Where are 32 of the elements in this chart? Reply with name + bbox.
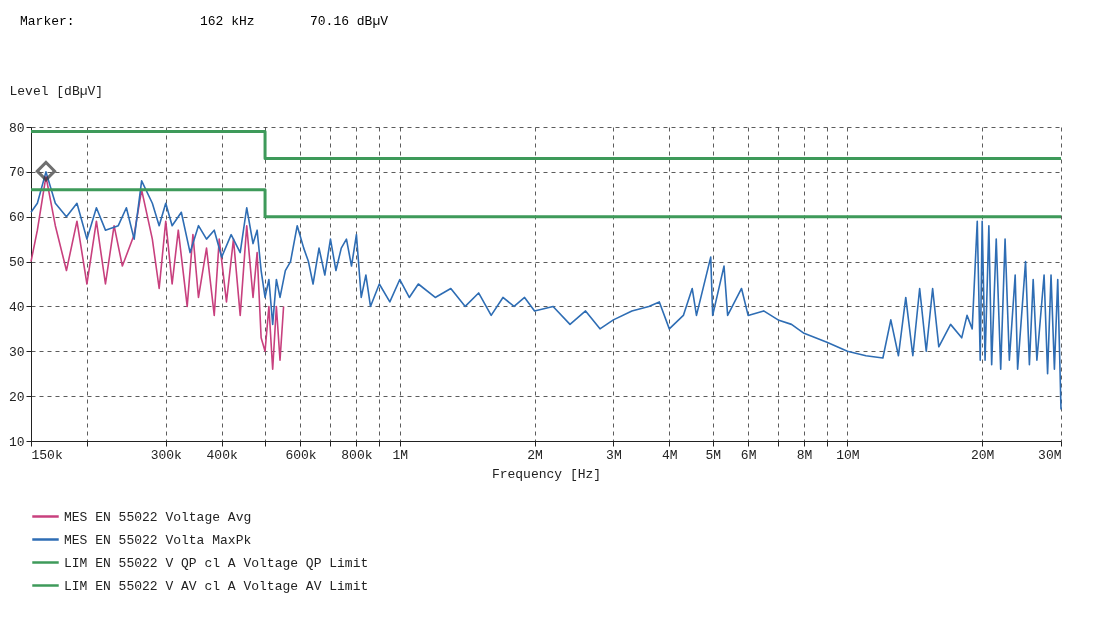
legend-label: MES EN 55022 Voltage Avg: [64, 509, 252, 525]
text: 70.16 dBµV: [310, 14, 389, 31]
y-axis-title: Level [dBµV]: [9, 83, 104, 99]
y-tick-label: 80: [8, 120, 25, 136]
y-tick-label: 70: [8, 165, 25, 181]
x-tick-label: 800k: [341, 447, 373, 463]
x-axis-title: Frequency [Hz]: [491, 466, 602, 482]
text: 162 kHz: [200, 14, 256, 31]
legend-label: LIM EN 55022 V AV cl A Voltage AV Limit: [64, 578, 369, 594]
x-tick-label: 3M: [606, 447, 622, 463]
x-tick-label: 600k: [285, 447, 317, 463]
x-tick-label: 150k: [31, 447, 63, 463]
legend-label: MES EN 55022 Volta MaxPk: [64, 532, 252, 548]
x-tick-label: 300k: [150, 447, 183, 463]
y-tick-label: 40: [8, 299, 25, 315]
x-tick-label: 4M: [662, 447, 678, 463]
text: Marker:: [20, 14, 76, 31]
x-tick-label: 20M: [970, 447, 995, 463]
x-tick-label: 30M: [1038, 447, 1062, 463]
y-tick-label: 60: [8, 210, 25, 226]
x-tick-label: 2M: [527, 447, 543, 463]
y-tick-label: 10: [8, 434, 25, 450]
x-tick-label: 5M: [705, 447, 721, 463]
x-tick-label: 400k: [206, 447, 238, 463]
y-tick-label: 30: [8, 344, 25, 360]
x-tick-label: 6M: [740, 447, 757, 463]
y-tick-label: 50: [8, 255, 25, 271]
legend-label: LIM EN 55022 V QP cl A Voltage QP Limit: [64, 555, 369, 571]
y-tick-label: 20: [8, 389, 25, 405]
x-tick-label: 8M: [796, 447, 813, 463]
x-tick-label: 10M: [836, 447, 860, 463]
x-tick-label: 1M: [392, 447, 409, 463]
